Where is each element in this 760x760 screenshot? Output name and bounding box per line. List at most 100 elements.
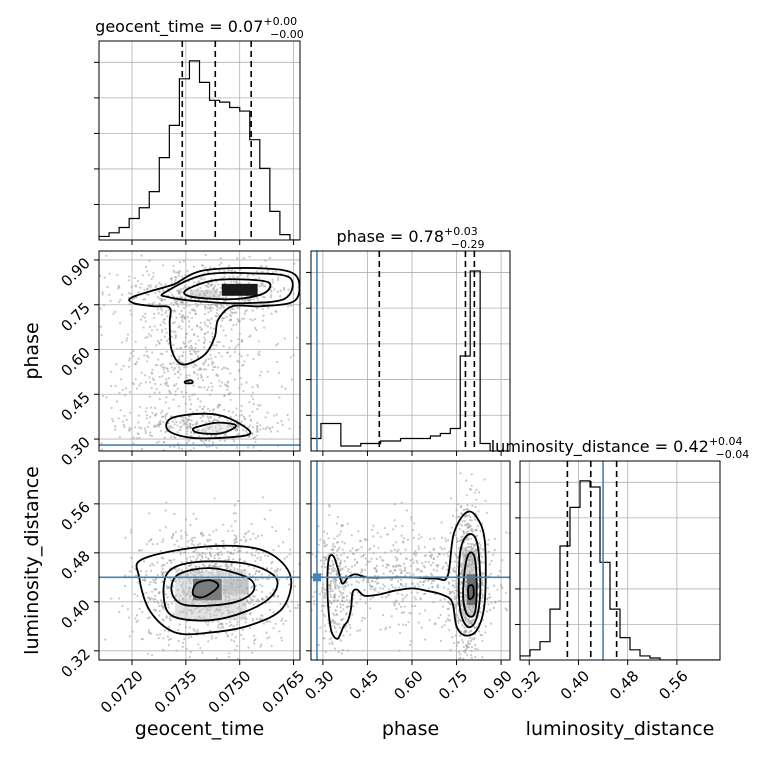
- sample-point: [124, 394, 127, 397]
- sample-point: [221, 625, 224, 628]
- sample-point: [492, 553, 495, 556]
- contour-line: [183, 379, 194, 385]
- sample-point: [150, 434, 154, 438]
- sample-point: [448, 550, 451, 553]
- sample-point: [341, 599, 344, 602]
- sample-point: [435, 585, 439, 588]
- contour-line: [135, 544, 293, 636]
- sample-point: [293, 262, 296, 265]
- sample-point: [194, 559, 198, 562]
- sample-point: [236, 359, 239, 362]
- sample-point: [78, 341, 80, 343]
- sample-point: [247, 298, 250, 302]
- sample-point: [233, 378, 237, 381]
- sample-point: [163, 436, 166, 439]
- sample-point: [218, 269, 221, 272]
- sample-point: [345, 630, 348, 633]
- sample-point: [250, 586, 253, 589]
- sample-point: [138, 384, 141, 387]
- sample-point: [188, 395, 191, 398]
- sample-point: [296, 606, 299, 610]
- scatter-panel-phase_vs_geocent_time: 0.300.450.600.750.90: [57, 250, 301, 474]
- sample-point: [290, 600, 294, 603]
- sample-point: [173, 512, 176, 516]
- sample-point: [461, 624, 464, 627]
- density-cell: [221, 283, 258, 296]
- sample-point: [185, 374, 188, 377]
- sample-point: [200, 439, 203, 443]
- sample-point: [179, 429, 182, 432]
- sample-point: [65, 472, 67, 474]
- sample-point: [341, 648, 344, 652]
- sample-point: [338, 546, 341, 549]
- sample-point: [205, 555, 208, 559]
- sample-point: [190, 346, 194, 349]
- sample-point: [201, 379, 205, 382]
- sample-point: [170, 335, 174, 338]
- sample-point: [145, 414, 149, 417]
- sample-point: [203, 321, 206, 324]
- sample-point: [498, 570, 502, 573]
- sample-point: [252, 603, 255, 606]
- sample-point: [126, 333, 130, 336]
- sample-point: [170, 579, 173, 582]
- sample-point: [454, 534, 457, 537]
- sample-point: [264, 554, 267, 557]
- sample-point: [269, 296, 273, 299]
- sample-point: [493, 537, 496, 540]
- sample-point: [196, 397, 200, 400]
- sample-point: [145, 407, 148, 410]
- sample-point: [463, 547, 466, 550]
- density-cell: [189, 289, 219, 299]
- sample-point: [266, 567, 269, 570]
- sample-point: [234, 648, 237, 651]
- sample-point: [288, 427, 291, 430]
- sample-point: [393, 568, 396, 572]
- sample-point: [287, 583, 291, 586]
- sample-point: [360, 569, 364, 572]
- sample-point: [422, 592, 426, 596]
- sample-point: [169, 559, 172, 562]
- sample-point: [256, 298, 260, 301]
- sample-point: [158, 375, 161, 379]
- sample-point: [164, 417, 168, 420]
- sample-point: [397, 580, 400, 583]
- sample-point: [255, 600, 258, 603]
- sample-point: [217, 623, 220, 626]
- sample-point: [312, 595, 315, 598]
- sample-point: [168, 625, 171, 629]
- sample-point: [324, 601, 327, 604]
- sample-point: [208, 340, 212, 344]
- sample-point: [185, 417, 188, 420]
- sample-point: [185, 441, 189, 445]
- sample-point: [144, 312, 147, 315]
- sample-point: [341, 579, 344, 582]
- sample-point: [454, 554, 458, 557]
- sample-point: [377, 591, 380, 594]
- sample-point: [487, 538, 490, 542]
- sample-point: [190, 419, 193, 422]
- sample-point: [252, 634, 256, 637]
- sample-point: [418, 612, 421, 615]
- sample-point: [238, 332, 241, 336]
- sample-point: [331, 589, 335, 593]
- sample-point: [152, 275, 155, 278]
- sample-point: [402, 611, 406, 614]
- sample-point: [197, 377, 200, 380]
- sample-point: [553, 566, 555, 568]
- sample-point: [215, 308, 219, 311]
- sample-point: [375, 564, 378, 567]
- sample-point: [175, 452, 177, 454]
- sample-point: [155, 363, 158, 367]
- sample-point: [328, 587, 331, 590]
- sample-point: [89, 332, 91, 334]
- sample-point: [160, 328, 164, 332]
- sample-point: [178, 325, 181, 328]
- sample-point: [460, 602, 463, 605]
- sample-point: [181, 419, 184, 422]
- sample-point: [165, 381, 168, 384]
- sample-point: [161, 567, 164, 571]
- sample-point: [110, 385, 113, 388]
- sample-point: [190, 635, 193, 639]
- sample-point: [332, 578, 335, 582]
